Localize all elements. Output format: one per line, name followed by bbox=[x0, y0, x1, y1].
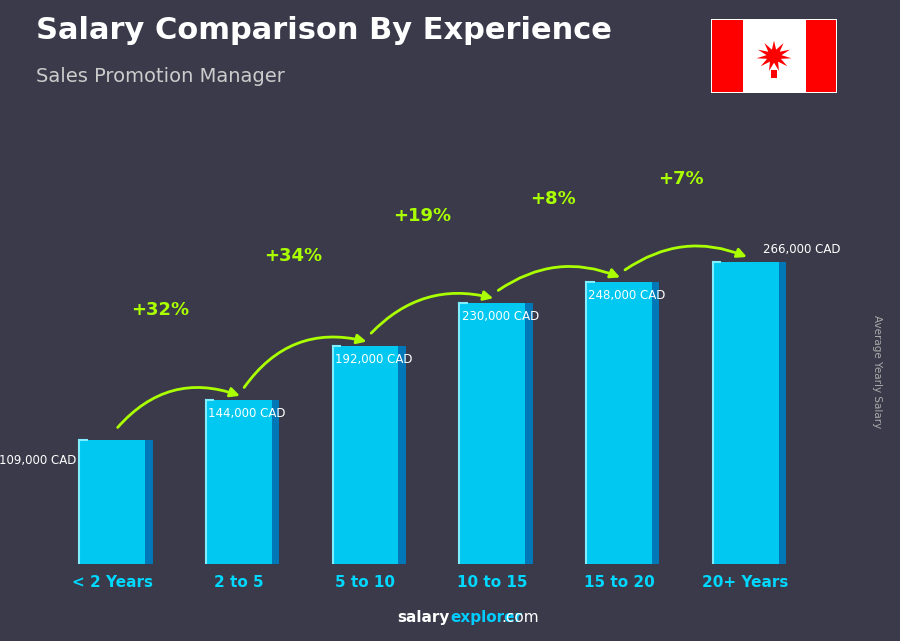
FancyArrowPatch shape bbox=[499, 267, 617, 290]
FancyArrowPatch shape bbox=[244, 335, 364, 387]
Text: explorer: explorer bbox=[450, 610, 522, 625]
Polygon shape bbox=[712, 20, 742, 92]
Polygon shape bbox=[806, 20, 836, 92]
Text: 230,000 CAD: 230,000 CAD bbox=[462, 310, 539, 322]
FancyArrowPatch shape bbox=[371, 292, 490, 333]
Text: +7%: +7% bbox=[658, 169, 704, 188]
Polygon shape bbox=[525, 303, 533, 564]
Polygon shape bbox=[778, 262, 787, 564]
Polygon shape bbox=[145, 440, 153, 564]
Text: +32%: +32% bbox=[131, 301, 189, 319]
Polygon shape bbox=[272, 401, 279, 564]
Polygon shape bbox=[79, 440, 145, 564]
Polygon shape bbox=[586, 282, 652, 564]
Polygon shape bbox=[652, 282, 660, 564]
Text: +19%: +19% bbox=[393, 207, 452, 225]
Polygon shape bbox=[399, 345, 406, 564]
Text: +8%: +8% bbox=[530, 190, 576, 208]
Text: salary: salary bbox=[398, 610, 450, 625]
Polygon shape bbox=[332, 345, 399, 564]
Text: 144,000 CAD: 144,000 CAD bbox=[208, 408, 286, 420]
Polygon shape bbox=[206, 401, 272, 564]
Text: Average Yearly Salary: Average Yearly Salary bbox=[872, 315, 883, 428]
FancyArrowPatch shape bbox=[118, 387, 237, 428]
FancyBboxPatch shape bbox=[710, 18, 838, 94]
Text: .com: .com bbox=[501, 610, 539, 625]
Polygon shape bbox=[757, 40, 791, 71]
Text: Sales Promotion Manager: Sales Promotion Manager bbox=[36, 67, 285, 87]
Text: Salary Comparison By Experience: Salary Comparison By Experience bbox=[36, 16, 612, 45]
Text: 109,000 CAD: 109,000 CAD bbox=[0, 454, 76, 467]
FancyArrowPatch shape bbox=[625, 246, 744, 270]
Polygon shape bbox=[771, 70, 777, 78]
Polygon shape bbox=[713, 262, 778, 564]
Text: +34%: +34% bbox=[265, 247, 322, 265]
Polygon shape bbox=[459, 303, 525, 564]
Text: 266,000 CAD: 266,000 CAD bbox=[763, 244, 841, 256]
Text: 192,000 CAD: 192,000 CAD bbox=[335, 353, 412, 366]
Text: 248,000 CAD: 248,000 CAD bbox=[589, 289, 666, 302]
